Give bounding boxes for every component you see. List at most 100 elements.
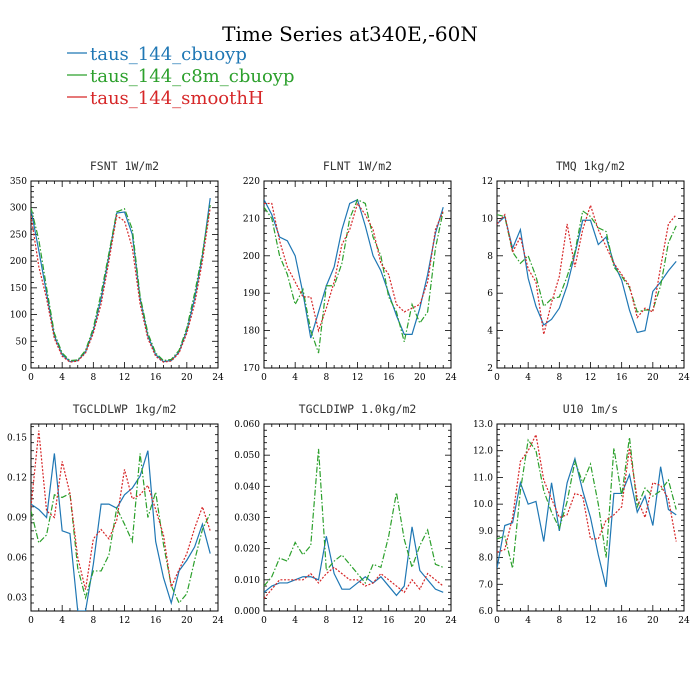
y-tick-label: 0 xyxy=(21,364,27,374)
x-tick-label: 16 xyxy=(150,373,162,383)
series-line-smoothh xyxy=(497,432,677,553)
series-line-cbuoyp xyxy=(31,450,211,611)
x-tick-label: 24 xyxy=(212,373,224,383)
series-line-c8m-cbuoyp xyxy=(497,209,677,313)
x-tick-label: 0 xyxy=(28,373,34,383)
x-tick-label: 8 xyxy=(90,373,96,383)
series-line-cbuoyp xyxy=(264,526,444,597)
y-tick-label: 9.0 xyxy=(479,527,494,537)
y-tick-label: 0.09 xyxy=(7,514,27,524)
series-line-cbuoyp xyxy=(497,215,677,334)
x-tick-label: 24 xyxy=(678,616,690,626)
panel-u10: U10 1m/s 0 4 8 12 16 20 24 6.0 7.0 8.0 9.0 10.0 11.0 1… xyxy=(473,402,690,626)
y-tick-label: 0.030 xyxy=(234,514,260,524)
legend-label-c8m-cbuoyp: taus_144_c8m_cbuoyp xyxy=(90,66,294,87)
x-tick-label: 12 xyxy=(352,616,363,626)
y-tick-label: 10 xyxy=(482,214,494,224)
y-tick-label: 200 xyxy=(10,257,27,267)
y-tick-label: 2 xyxy=(487,364,493,374)
plot-frame xyxy=(263,180,452,369)
x-tick-label: 20 xyxy=(647,616,659,626)
y-tick-label: 0.12 xyxy=(7,473,27,483)
series-line-smoothh xyxy=(31,430,211,590)
y-tick-label: 300 xyxy=(10,204,27,214)
x-tick-label: 0 xyxy=(261,616,267,626)
x-tick-label: 20 xyxy=(414,616,426,626)
series-line-smoothh xyxy=(264,202,444,333)
x-tick-label: 24 xyxy=(678,373,690,383)
panel-title-tgcldlwp: TGCLDLWP 1kg/m2 xyxy=(73,402,177,416)
panel-title-fsnt: FSNT 1W/m2 xyxy=(90,159,159,173)
x-tick-label: 8 xyxy=(556,373,562,383)
series-line-c8m-cbuoyp xyxy=(31,204,211,362)
x-tick-label: 16 xyxy=(150,616,162,626)
series-line-c8m-cbuoyp xyxy=(497,437,677,569)
x-tick-label: 4 xyxy=(59,373,65,383)
panel-tgcldlwp: TGCLDLWP 1kg/m2 0 4 8 12 16 20 24 0.03 0.06 0.09 0.… xyxy=(7,402,224,626)
y-tick-label: 11.0 xyxy=(473,473,493,483)
x-tick-label: 4 xyxy=(59,616,65,626)
panel-title-flnt: FLNT 1W/m2 xyxy=(323,159,392,173)
y-tick-label: 50 xyxy=(16,337,28,347)
y-tick-label: 10.0 xyxy=(473,500,493,510)
x-tick-label: 24 xyxy=(445,616,457,626)
y-tick-label: 12.0 xyxy=(473,447,493,457)
y-tick-label: 13.0 xyxy=(473,420,493,430)
x-tick-label: 4 xyxy=(525,616,531,626)
y-tick-label: 0.03 xyxy=(7,594,27,604)
y-tick-label: 0.050 xyxy=(234,451,260,461)
y-tick-label: 0.06 xyxy=(7,554,27,564)
series-line-c8m-cbuoyp xyxy=(264,198,444,354)
plot-frame xyxy=(496,180,685,369)
x-tick-label: 12 xyxy=(352,373,363,383)
x-tick-label: 8 xyxy=(323,616,329,626)
figure-title: Time Series at340E,-60N xyxy=(222,22,478,46)
legend-label-cbuoyp: taus_144_cbuoyp xyxy=(90,44,247,65)
x-tick-label: 0 xyxy=(261,373,267,383)
x-tick-label: 24 xyxy=(445,373,457,383)
y-tick-label: 4 xyxy=(487,327,493,337)
legend-label-smoothh: taus_144_smoothH xyxy=(90,88,264,109)
panel-tgcldiwp: TGCLDIWP 1.0kg/m2 0 4 8 12 16 20 24 0.000 0.010 0.… xyxy=(234,402,457,626)
x-tick-label: 12 xyxy=(585,373,596,383)
x-tick-label: 8 xyxy=(556,616,562,626)
x-tick-label: 16 xyxy=(383,616,395,626)
y-tick-label: 190 xyxy=(243,289,260,299)
y-tick-label: 6 xyxy=(487,289,493,299)
panel-fsnt: FSNT 1W/m2 0 4 8 12 16 20 24 0 50 100 150 200 250 300 3… xyxy=(10,159,224,383)
x-tick-label: 8 xyxy=(90,616,96,626)
y-tick-label: 0.040 xyxy=(234,482,260,492)
x-tick-label: 4 xyxy=(292,616,298,626)
series-line-smoothh xyxy=(497,203,677,335)
x-tick-label: 0 xyxy=(28,616,34,626)
x-tick-label: 20 xyxy=(181,373,193,383)
x-tick-label: 20 xyxy=(414,373,426,383)
y-tick-label: 210 xyxy=(243,214,260,224)
series-line-smoothh xyxy=(31,207,211,363)
plot-frame xyxy=(30,423,219,612)
y-tick-label: 250 xyxy=(10,230,27,240)
series-line-cbuoyp xyxy=(497,456,677,588)
x-tick-label: 16 xyxy=(383,373,395,383)
panel-title-tgcldiwp: TGCLDIWP 1.0kg/m2 xyxy=(299,402,417,416)
y-tick-label: 200 xyxy=(243,252,260,262)
x-tick-label: 0 xyxy=(494,616,500,626)
y-tick-label: 12 xyxy=(482,177,493,187)
y-tick-label: 0.060 xyxy=(234,420,260,430)
panel-flnt: FLNT 1W/m2 0 4 8 12 16 20 24 170 180 190 200 210 220 xyxy=(243,159,457,383)
x-tick-label: 4 xyxy=(525,373,531,383)
y-tick-label: 0.000 xyxy=(234,607,260,617)
y-tick-label: 170 xyxy=(243,364,260,374)
y-tick-label: 0.020 xyxy=(234,545,260,555)
y-tick-label: 8 xyxy=(487,252,493,262)
series-line-smoothh xyxy=(264,566,444,599)
x-tick-label: 20 xyxy=(181,616,193,626)
series-line-cbuoyp xyxy=(264,198,444,339)
y-tick-label: 0.15 xyxy=(7,433,27,443)
series-line-cbuoyp xyxy=(31,198,211,363)
x-tick-label: 20 xyxy=(647,373,659,383)
y-tick-label: 180 xyxy=(243,327,260,337)
x-tick-label: 12 xyxy=(119,373,130,383)
